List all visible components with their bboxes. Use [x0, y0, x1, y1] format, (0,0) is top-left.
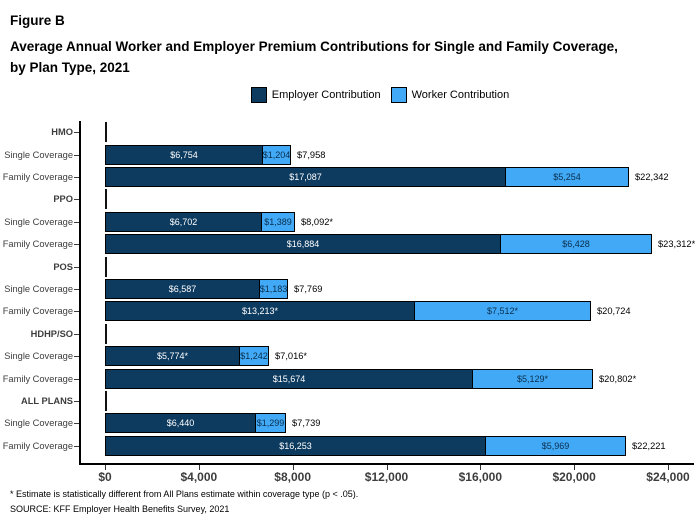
x-tick-label: $24,000 [646, 470, 690, 484]
zero-baseline-mark [105, 256, 107, 277]
chart-title: Average Annual Worker and Employer Premi… [10, 36, 690, 78]
x-axis-tick [292, 464, 294, 470]
row-label: Single Coverage [4, 284, 73, 294]
employer-color-swatch [250, 87, 267, 103]
row-label: Family Coverage [2, 306, 73, 317]
y-axis-tick [74, 289, 79, 290]
row-label: Single Coverage [4, 418, 73, 429]
total-value-label: $7,739 [292, 418, 321, 429]
y-axis-tick [74, 244, 79, 246]
worker-segment: $1,299 [255, 413, 286, 434]
row-label: Single Coverage [4, 216, 73, 227]
row-label: Family Coverage [2, 373, 73, 384]
y-axis-tick [74, 356, 79, 358]
y-axis-tick [74, 154, 79, 156]
row-label: Family Coverage [2, 239, 73, 250]
x-axis-tick [198, 464, 200, 470]
y-axis-tick [74, 266, 79, 268]
plan-group-label: HMO [51, 127, 73, 138]
worker-segment: $1,389 [261, 211, 295, 232]
x-axis-tick [386, 464, 388, 470]
total-value-label: $20,802* [599, 373, 637, 384]
total-value-label: $23,312* [658, 239, 696, 250]
row-label: Single Coverage [4, 149, 73, 160]
footnotes: * Estimate is statistically different fr… [10, 487, 358, 517]
total-value-label: $7,016* [275, 351, 308, 362]
row-label: Family Coverage [2, 440, 73, 451]
total-value-label: $8,092* [301, 216, 334, 227]
employer-segment: $6,754 [105, 144, 263, 165]
y-axis-tick [74, 401, 79, 402]
employer-segment: $6,702 [105, 211, 262, 232]
figure-label: Figure B [10, 13, 65, 28]
y-axis-tick [74, 423, 79, 425]
y-axis-line [79, 121, 81, 463]
footnote-source: SOURCE: KFF Employer Health Benefits Sur… [10, 504, 230, 514]
footnote-significance: * Estimate is statistically different fr… [10, 489, 359, 499]
worker-segment: $5,129* [472, 368, 593, 389]
zero-baseline-mark [105, 323, 107, 344]
x-tick-label: $16,000 [458, 470, 503, 484]
employer-segment: $16,884 [105, 234, 501, 255]
y-axis-tick [74, 378, 79, 380]
employer-segment: $5,774* [105, 346, 240, 367]
x-axis-tick [668, 464, 669, 470]
employer-segment: $16,253 [105, 435, 486, 456]
employer-segment: $17,087 [105, 167, 506, 187]
total-value-label: $7,958 [297, 149, 326, 160]
x-tick-label: $0 [98, 470, 112, 484]
legend-label-worker: Worker Contribution [411, 89, 510, 101]
legend: Employer Contribution Worker Contributio… [0, 87, 698, 103]
x-axis-line [79, 463, 694, 465]
total-value-label: $22,342 [635, 172, 669, 182]
employer-segment: $6,587 [105, 279, 260, 299]
plan-group-label: PPO [53, 194, 73, 205]
x-tick-label: $8,000 [274, 470, 312, 484]
worker-segment: $5,254 [505, 167, 629, 187]
legend-label-employer: Employer Contribution [271, 89, 381, 101]
employer-segment: $15,674 [105, 368, 473, 389]
zero-baseline-mark [105, 189, 107, 210]
worker-segment: $5,969 [485, 435, 626, 456]
employer-segment: $13,213* [105, 301, 415, 322]
y-axis-tick [74, 445, 79, 447]
employer-segment: $6,440 [105, 413, 256, 434]
worker-segment: $1,183 [259, 279, 288, 299]
x-axis-tick [105, 464, 106, 470]
worker-segment: $1,242 [239, 346, 269, 367]
plan-group-label: POS [53, 261, 73, 272]
y-axis-tick [74, 221, 79, 223]
x-tick-label: $4,000 [180, 470, 218, 484]
zero-baseline-mark [105, 391, 107, 411]
chart-header: Figure B Average Annual Worker and Emplo… [10, 13, 690, 78]
y-axis-tick [74, 199, 79, 201]
total-value-label: $22,221 [632, 440, 666, 451]
worker-segment: $7,512* [414, 301, 591, 322]
plan-group-label: HDHP/SO [30, 328, 73, 339]
total-value-label: $7,769 [294, 284, 323, 294]
chart-title-line2: by Plan Type, 2021 [10, 60, 130, 75]
worker-segment: $6,428 [500, 234, 652, 255]
worker-segment: $1,204 [262, 144, 291, 165]
zero-baseline-mark [105, 122, 107, 143]
x-tick-label: $20,000 [552, 470, 596, 484]
x-axis-tick [480, 464, 482, 470]
legend-item-worker: Worker Contribution [390, 87, 510, 103]
y-axis-tick [74, 311, 79, 313]
chart-title-line1: Average Annual Worker and Employer Premi… [10, 39, 618, 54]
row-label: Single Coverage [4, 351, 73, 362]
plan-group-label: ALL PLANS [21, 396, 73, 406]
total-value-label: $20,724 [597, 306, 631, 317]
y-axis-tick [74, 132, 79, 134]
legend-item-employer: Employer Contribution [250, 87, 381, 103]
x-tick-label: $12,000 [364, 470, 409, 484]
row-label: Family Coverage [2, 172, 73, 182]
x-axis-tick [574, 464, 576, 470]
y-axis-tick [74, 177, 79, 178]
y-axis-tick [74, 333, 79, 335]
worker-color-swatch [390, 87, 407, 103]
